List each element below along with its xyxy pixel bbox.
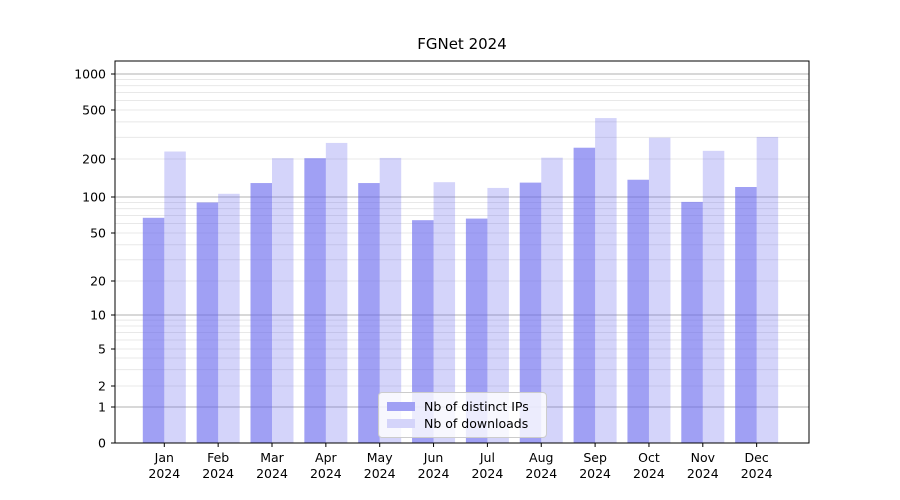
x-tick-label-year: 2024 — [741, 466, 773, 481]
x-tick-label-year: 2024 — [256, 466, 288, 481]
bar-downloads — [648, 137, 671, 443]
x-tick-label-year: 2024 — [364, 466, 396, 481]
bar-downloads — [218, 193, 240, 443]
y-tick-label: 500 — [82, 102, 106, 117]
bar-distinct-ips — [573, 147, 596, 444]
bar-downloads — [164, 151, 186, 444]
y-tick-label: 5 — [98, 341, 106, 356]
bar-downloads — [325, 142, 348, 443]
y-tick-label: 10 — [90, 307, 106, 322]
bar-downloads — [272, 158, 294, 444]
y-tick-label: 20 — [90, 273, 106, 288]
plot-border — [114, 60, 810, 444]
bar-distinct-ips — [519, 182, 542, 443]
bar-distinct-ips — [412, 220, 434, 443]
bar-downloads — [595, 118, 617, 443]
legend-swatch-distinct-ips — [387, 401, 415, 411]
legend-swatch-downloads — [387, 419, 415, 429]
bar-distinct-ips — [735, 187, 757, 443]
x-tick-label-year: 2024 — [418, 466, 450, 481]
x-tick-label-month: May — [367, 450, 393, 465]
x-tick-label-year: 2024 — [202, 466, 234, 481]
y-tick-label: 1000 — [74, 66, 106, 81]
bar-distinct-ips — [196, 202, 219, 443]
x-tick-label-month: Aug — [529, 450, 553, 465]
bar-distinct-ips — [250, 183, 272, 443]
bar-downloads — [541, 157, 563, 444]
x-tick-label-year: 2024 — [579, 466, 611, 481]
legend-item-distinct-ips: Nb of distinct IPs — [387, 399, 538, 414]
x-tick-label-year: 2024 — [148, 466, 180, 481]
bar-distinct-ips — [142, 217, 165, 443]
bar-downloads — [702, 150, 725, 443]
x-tick-label-month: Mar — [260, 450, 284, 465]
bar-distinct-ips — [465, 218, 488, 443]
x-tick-label-month: Apr — [315, 450, 337, 465]
x-tick-label-year: 2024 — [310, 466, 342, 481]
bar-downloads — [433, 182, 456, 443]
y-tick-label: 200 — [82, 151, 106, 166]
bar-downloads — [756, 136, 779, 443]
y-tick-label: 1 — [98, 399, 106, 414]
legend: Nb of distinct IPs Nb of downloads — [378, 392, 547, 438]
y-tick-label: 0 — [98, 435, 106, 450]
legend-label-downloads: Nb of downloads — [424, 416, 529, 432]
y-tick-label: 50 — [90, 225, 106, 240]
x-tick-label-month: Jul — [479, 450, 495, 465]
x-tick-label-month: Nov — [691, 450, 716, 465]
bar-distinct-ips — [358, 183, 380, 443]
x-tick-label-year: 2024 — [633, 466, 665, 481]
x-tick-label-month: Oct — [638, 450, 660, 465]
x-tick-label-month: Jun — [423, 450, 444, 465]
chart-title: FGNet 2024 — [417, 35, 507, 53]
bar-distinct-ips — [627, 179, 649, 443]
legend-label-distinct-ips: Nb of distinct IPs — [424, 398, 529, 414]
bar-downloads — [487, 187, 509, 443]
x-tick-label-year: 2024 — [471, 466, 503, 481]
bar-distinct-ips — [304, 158, 326, 444]
x-tick-label-month: Feb — [207, 450, 229, 465]
bar-downloads — [379, 157, 402, 443]
legend-item-downloads: Nb of downloads — [387, 416, 538, 431]
y-tick-label: 100 — [82, 189, 106, 204]
x-tick-label-year: 2024 — [687, 466, 719, 481]
bar-distinct-ips — [681, 201, 703, 443]
x-tick-label-month: Sep — [583, 450, 607, 465]
x-tick-label-month: Dec — [745, 450, 769, 465]
x-tick-label-year: 2024 — [525, 466, 557, 481]
x-tick-label-month: Jan — [154, 450, 174, 465]
y-tick-label: 2 — [98, 378, 106, 393]
